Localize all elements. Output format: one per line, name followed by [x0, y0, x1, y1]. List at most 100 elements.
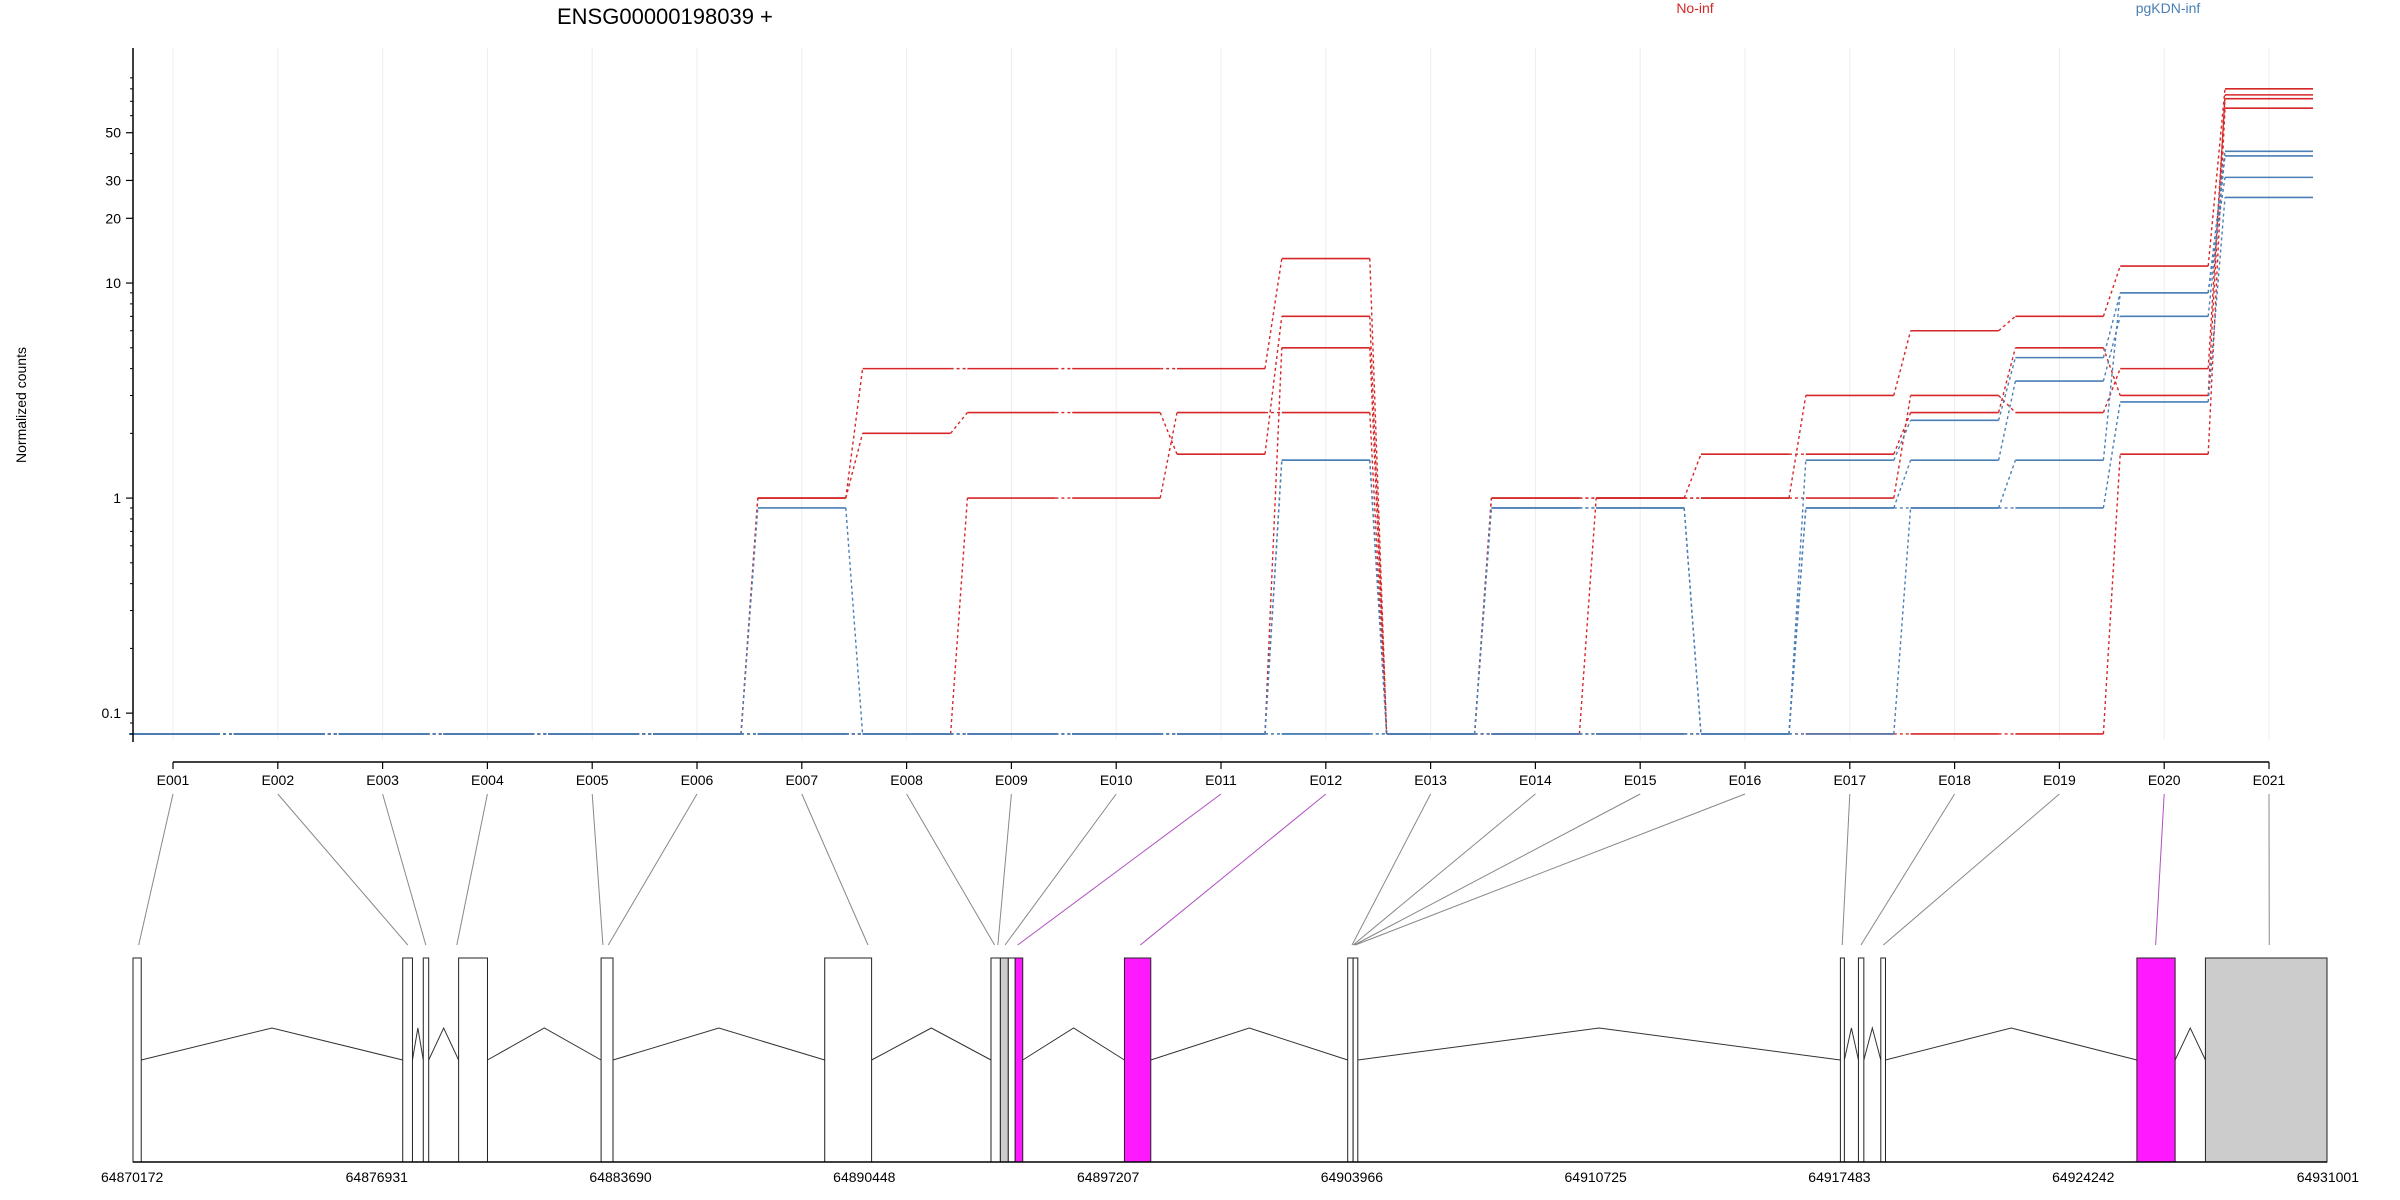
connector [1893, 330, 1912, 396]
connector-e010 [1004, 793, 1117, 946]
connector-e002 [277, 793, 409, 946]
genome-coordinate-label: 64910725 [1565, 1169, 1628, 1185]
connector [1997, 347, 2017, 413]
connector [1159, 412, 1178, 455]
x-tick-label: E011 [1205, 772, 1237, 788]
connector-e003 [382, 793, 427, 946]
genome-coordinate-label: 64903966 [1321, 1169, 1384, 1185]
exon-block [1014, 957, 1024, 1163]
intron [1863, 1026, 1882, 1061]
genome-coordinate-label: 64917483 [1808, 1169, 1871, 1185]
intron [1885, 1027, 2138, 1061]
legend-pgkdn-inf: pgKDN-inf [2136, 0, 2201, 16]
connector [1997, 380, 2017, 461]
x-tick-label: E021 [2253, 772, 2286, 788]
connector [2102, 368, 2121, 413]
connector [2207, 108, 2226, 455]
x-tick-label: E008 [890, 772, 923, 788]
x-tick-label: E013 [1414, 772, 1447, 788]
connector [845, 507, 864, 735]
connector [1683, 453, 1702, 499]
connector-e008 [906, 793, 996, 946]
y-tick-label: 20 [105, 210, 121, 226]
genome-coordinate-label: 64924242 [2052, 1169, 2115, 1185]
connector [1788, 395, 1807, 499]
connector-e019 [1882, 793, 2060, 946]
connector-e018 [1860, 793, 1956, 946]
connector-e014 [1352, 793, 1536, 946]
vertical-gridlines [172, 48, 2270, 740]
connector [1473, 498, 1493, 735]
connector [2102, 292, 2121, 461]
connector-e001 [138, 793, 174, 946]
connector-e004 [456, 793, 488, 946]
connector [1893, 395, 1912, 499]
legend-no-inf: No-inf [1676, 0, 1713, 16]
intron [1150, 1027, 1348, 1061]
genome-coordinate-label: 64870172 [101, 1169, 164, 1185]
exon-block [2136, 957, 2176, 1163]
connector-e015 [1353, 793, 1641, 946]
exon-block [1007, 957, 1016, 1163]
x-tick-label: E002 [261, 772, 294, 788]
connector [1893, 412, 1912, 455]
connector-e013 [1351, 793, 1432, 946]
connector [1264, 316, 1283, 455]
intron [141, 1027, 403, 1061]
connector [740, 498, 759, 735]
connector-e007 [801, 793, 869, 946]
intron [871, 1027, 992, 1061]
connector [949, 498, 969, 735]
exon-block [1857, 957, 1865, 1163]
connector [1369, 460, 1388, 735]
connector-e005 [591, 793, 604, 946]
exon-block [990, 957, 1001, 1163]
x-tick-label: E017 [1833, 772, 1866, 788]
connector [1369, 316, 1388, 735]
connector-e009 [997, 793, 1012, 946]
genome-coordinate-label: 64931001 [2297, 1169, 2360, 1185]
connector [1264, 347, 1283, 735]
exon-block [600, 957, 614, 1163]
connector [2207, 94, 2226, 396]
axes: 0.1 1 10 20 30 50 E001 E002 E003 E004 E005 E006 E007… [102, 48, 2286, 788]
connector [740, 507, 759, 735]
connector [1473, 498, 1493, 735]
exon-block [132, 957, 142, 1163]
intron [612, 1027, 825, 1061]
exon-block [824, 957, 873, 1163]
intron [428, 1026, 460, 1061]
connector [2102, 454, 2121, 735]
connector [1893, 420, 1912, 461]
x-tick-label: E009 [995, 772, 1028, 788]
exon-block [1839, 957, 1845, 1163]
connector-e006 [607, 793, 698, 946]
exon-block [1352, 957, 1359, 1163]
x-tick-label: E014 [1519, 772, 1552, 788]
x-tick-label: E001 [157, 772, 190, 788]
connector [1264, 460, 1283, 735]
y-tick-label: 10 [105, 275, 121, 291]
connector [2207, 177, 2226, 293]
intron [1022, 1027, 1125, 1061]
y-tick-label: 50 [105, 125, 121, 141]
exon-block [1347, 957, 1354, 1163]
intron [2174, 1026, 2206, 1061]
x-tick-label: E018 [1938, 772, 1971, 788]
connector-e011 [1017, 793, 1222, 946]
connector [2102, 265, 2121, 317]
connector [1893, 507, 1912, 735]
connector [1893, 459, 1912, 509]
intron [1843, 1027, 1859, 1061]
x-tick-label: E015 [1624, 772, 1657, 788]
exon-block [2204, 957, 2328, 1163]
connector [1578, 498, 1597, 735]
chart-title: ENSG00000198039 + [557, 4, 773, 29]
connector [1264, 258, 1283, 369]
y-axis-label: Normalized counts [13, 347, 29, 463]
connector [1683, 507, 1702, 735]
exon-block [402, 957, 413, 1163]
connector-e012 [1140, 793, 1327, 946]
connector [740, 498, 759, 735]
